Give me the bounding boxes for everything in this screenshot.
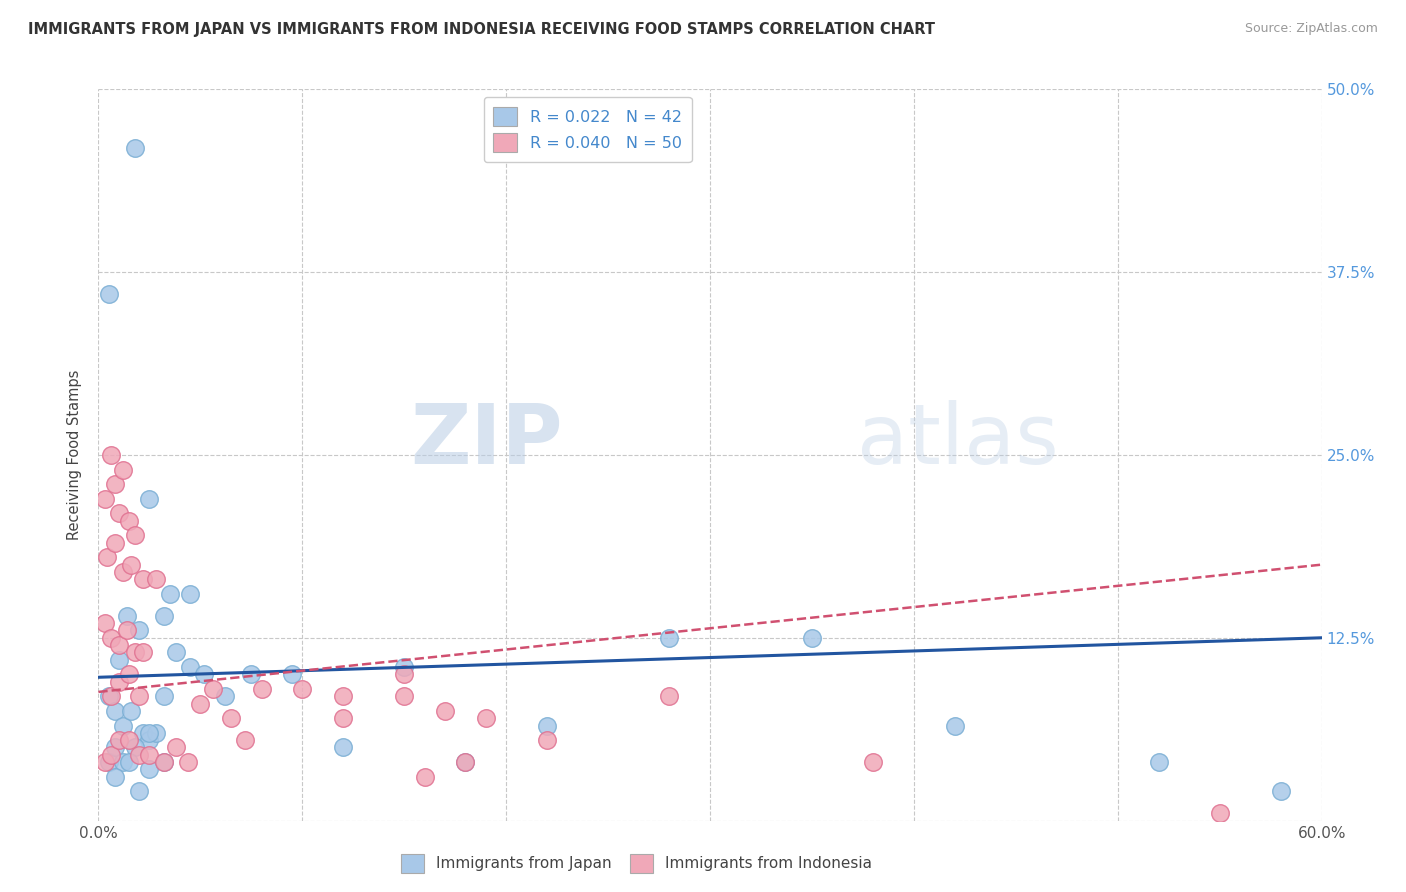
Point [152, 755, 174, 769]
Point [214, 690, 236, 704]
Point [138, 726, 160, 740]
Point [124, 528, 146, 542]
Point [97, 287, 120, 301]
Point [115, 608, 138, 623]
Point [118, 733, 141, 747]
Point [152, 755, 174, 769]
Text: ZIP: ZIP [411, 400, 564, 481]
Point [111, 718, 134, 732]
Point [108, 733, 131, 747]
Point [392, 690, 416, 704]
Point [179, 587, 201, 601]
Point [165, 645, 187, 659]
Point [111, 755, 134, 769]
Point [250, 681, 273, 696]
Point [93, 755, 115, 769]
Point [108, 674, 131, 689]
Point [118, 755, 141, 769]
Point [332, 711, 354, 725]
Point [104, 477, 127, 491]
Point [108, 507, 131, 521]
Point [138, 747, 160, 762]
Point [124, 645, 146, 659]
Point [124, 141, 146, 155]
Point [100, 448, 122, 462]
Point [128, 690, 150, 704]
Point [332, 690, 354, 704]
Point [658, 631, 681, 645]
Point [132, 726, 155, 740]
Point [1147, 755, 1170, 769]
Point [165, 740, 187, 755]
Point [138, 733, 160, 747]
Point [862, 755, 884, 769]
Point [111, 565, 134, 579]
Point [100, 631, 122, 645]
Point [179, 660, 201, 674]
Point [104, 770, 127, 784]
Text: Source: ZipAtlas.com: Source: ZipAtlas.com [1244, 22, 1378, 36]
Point [115, 624, 138, 638]
Point [392, 667, 416, 681]
Point [434, 704, 457, 718]
Point [100, 690, 122, 704]
Point [474, 711, 498, 725]
Point [392, 660, 416, 674]
Point [132, 572, 155, 586]
Point [128, 747, 150, 762]
Point [177, 755, 200, 769]
Point [281, 667, 304, 681]
Point [104, 740, 127, 755]
Point [128, 624, 150, 638]
Point [93, 616, 115, 631]
Text: IMMIGRANTS FROM JAPAN VS IMMIGRANTS FROM INDONESIA RECEIVING FOOD STAMPS CORRELA: IMMIGRANTS FROM JAPAN VS IMMIGRANTS FROM… [28, 22, 935, 37]
Legend: Immigrants from Japan, Immigrants from Indonesia: Immigrants from Japan, Immigrants from I… [395, 848, 879, 879]
Point [240, 667, 263, 681]
Point [943, 718, 966, 732]
Point [413, 770, 436, 784]
Y-axis label: Receiving Food Stamps: Receiving Food Stamps [67, 369, 83, 541]
Point [118, 514, 141, 528]
Point [118, 667, 141, 681]
Point [219, 711, 242, 725]
Point [96, 550, 118, 565]
Point [100, 747, 122, 762]
Point [120, 704, 142, 718]
Point [97, 755, 120, 769]
Point [145, 726, 167, 740]
Point [152, 608, 174, 623]
Point [454, 755, 477, 769]
Point [193, 667, 215, 681]
Point [145, 572, 167, 586]
Point [291, 681, 314, 696]
Point [138, 763, 160, 777]
Point [1270, 784, 1292, 798]
Point [93, 491, 115, 506]
Point [108, 638, 131, 652]
Point [138, 491, 160, 506]
Point [111, 462, 134, 476]
Point [801, 631, 824, 645]
Point [332, 740, 354, 755]
Point [108, 653, 131, 667]
Point [536, 718, 558, 732]
Point [454, 755, 477, 769]
Point [97, 690, 120, 704]
Point [132, 645, 155, 659]
Point [658, 690, 681, 704]
Point [152, 690, 174, 704]
Point [104, 535, 127, 549]
Point [201, 681, 224, 696]
Point [124, 740, 146, 755]
Point [188, 697, 212, 711]
Point [120, 558, 142, 572]
Text: atlas: atlas [856, 400, 1059, 481]
Point [104, 704, 127, 718]
Point [1209, 806, 1232, 821]
Point [233, 733, 256, 747]
Point [159, 587, 181, 601]
Point [128, 784, 150, 798]
Point [536, 733, 558, 747]
